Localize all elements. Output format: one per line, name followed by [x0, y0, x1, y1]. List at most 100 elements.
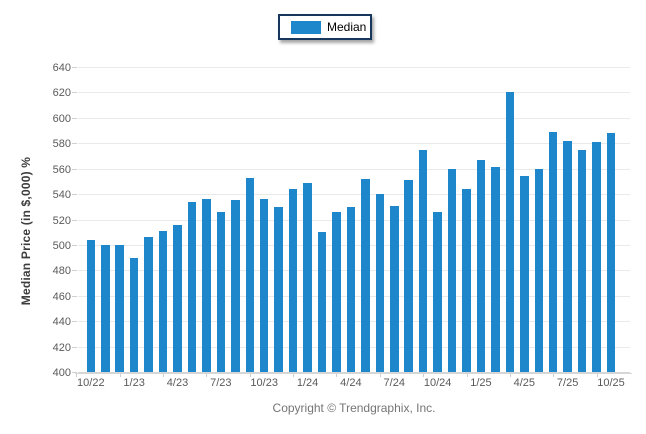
x-tick-1/24	[293, 373, 295, 377]
bar-11/23[interactable]	[274, 206, 283, 372]
bar-2/24[interactable]	[317, 232, 327, 372]
bar-12/24[interactable]	[462, 189, 471, 372]
bar-4/23[interactable]	[173, 224, 182, 372]
y-tick-640	[72, 67, 77, 68]
y-axis-labels: 400 420 440 460 480 500 520 540 560 580 600 620 640	[0, 62, 71, 379]
gridline-540	[78, 194, 630, 196]
legend-label-median: Median	[327, 20, 367, 34]
x-tick-1/25	[466, 373, 468, 377]
bar-7/23[interactable]	[216, 211, 226, 372]
x-axis-label-4/23: 4/23	[166, 377, 189, 389]
x-tick-7/24	[379, 373, 381, 377]
y-axis-label-580: 580	[52, 138, 71, 151]
bar-9/23[interactable]	[245, 177, 254, 372]
x-axis-label-10/25: 10/25	[597, 377, 625, 389]
y-axis-label-640: 640	[52, 62, 71, 74]
x-tick-10/25	[596, 373, 598, 377]
gridline-620	[78, 92, 630, 94]
y-tick-560	[72, 168, 77, 170]
bar-11/22[interactable]	[101, 244, 110, 372]
bar-2/23[interactable]	[144, 237, 153, 372]
y-axis-label-600: 600	[52, 112, 71, 125]
legend-swatch-median	[291, 20, 321, 34]
y-tick-400	[72, 372, 77, 373]
bar-7/25[interactable]	[563, 140, 572, 372]
bar-8/25[interactable]	[577, 149, 587, 372]
x-axis-line	[75, 373, 632, 374]
x-axis-labels: 10/22 1/23 4/23 7/23 10/23 1/24 4/24 7/24 10/24 1…	[77, 377, 630, 393]
x-tick-10/22	[76, 373, 78, 377]
bar-5/24[interactable]	[361, 178, 370, 372]
y-tick-420	[72, 346, 77, 348]
y-tick-580	[72, 143, 77, 145]
bar-11/24[interactable]	[447, 168, 457, 372]
bar-10/24[interactable]	[433, 211, 442, 372]
copyright-text: Copyright © Trendgraphix, Inc.	[272, 401, 436, 415]
x-axis-label-10/23: 10/23	[250, 377, 278, 389]
y-axis-label-560: 560	[52, 163, 71, 176]
x-tick-10/24	[423, 373, 425, 377]
bar-12/23[interactable]	[288, 189, 298, 372]
bar-3/25[interactable]	[505, 92, 515, 372]
gridline-580	[78, 143, 630, 145]
bar-3/24[interactable]	[332, 211, 341, 372]
bar-4/24[interactable]	[346, 206, 356, 372]
bar-6/25[interactable]	[548, 131, 558, 372]
y-axis-label-540: 540	[52, 189, 71, 202]
x-tick-7/25	[553, 373, 555, 377]
x-axis-label-10/24: 10/24	[423, 377, 452, 389]
bar-5/25[interactable]	[534, 168, 543, 372]
y-tick-460	[72, 295, 77, 297]
bar-9/24[interactable]	[418, 149, 428, 372]
y-tick-500	[72, 244, 77, 246]
y-axis-label-500: 500	[52, 239, 71, 252]
x-tick-4/24	[336, 373, 338, 377]
y-axis-label-420: 420	[52, 341, 71, 354]
y-axis-label-460: 460	[52, 290, 71, 303]
bar-10/23[interactable]	[259, 199, 269, 372]
x-tick-1/23	[119, 373, 121, 377]
bar-3/23[interactable]	[158, 230, 168, 372]
bar-5/23[interactable]	[187, 201, 197, 372]
bar-8/24[interactable]	[404, 180, 413, 372]
bar-9/25[interactable]	[592, 141, 601, 372]
x-axis-label-1/23: 1/23	[123, 377, 145, 389]
y-tick-520	[72, 219, 77, 221]
y-axis-label-440: 440	[52, 316, 71, 329]
bar-1/24[interactable]	[303, 182, 312, 372]
legend: Median	[278, 14, 372, 40]
y-tick-620	[72, 92, 77, 94]
bar-2/25[interactable]	[491, 167, 500, 372]
bar-7/24[interactable]	[390, 205, 399, 372]
y-axis-label-400: 400	[52, 367, 71, 379]
x-tick-4/25	[509, 373, 511, 377]
bar-6/24[interactable]	[375, 194, 385, 372]
x-axis-label-10/22: 10/22	[77, 377, 105, 389]
bar-10/25[interactable]	[606, 133, 616, 372]
bar-1/23[interactable]	[129, 257, 139, 372]
bar-6/23[interactable]	[202, 199, 211, 372]
x-axis-label-7/24: 7/24	[383, 377, 405, 389]
bar-8/23[interactable]	[231, 200, 240, 372]
x-axis-label-7/23: 7/23	[210, 377, 232, 389]
y-tick-480	[72, 270, 77, 272]
gridline-560	[78, 168, 630, 170]
x-tick-4/23	[163, 373, 165, 377]
y-axis-label-480: 480	[52, 265, 71, 278]
y-tick-540	[72, 194, 77, 196]
y-tick-440	[72, 321, 77, 323]
y-tick-600	[72, 117, 77, 119]
gridline-640	[78, 67, 630, 68]
gridline-400	[78, 372, 630, 373]
y-axis-label-520: 520	[52, 214, 71, 227]
bar-4/25[interactable]	[520, 176, 529, 372]
bar-1/25[interactable]	[476, 159, 486, 372]
gridline-600	[78, 117, 630, 119]
x-tick-7/23	[206, 373, 208, 377]
bar-12/22[interactable]	[115, 244, 124, 372]
plot-area	[72, 67, 630, 377]
x-tick-10/23	[249, 373, 251, 377]
bar-10/22[interactable]	[86, 239, 96, 372]
x-axis-label-7/25: 7/25	[556, 377, 579, 389]
